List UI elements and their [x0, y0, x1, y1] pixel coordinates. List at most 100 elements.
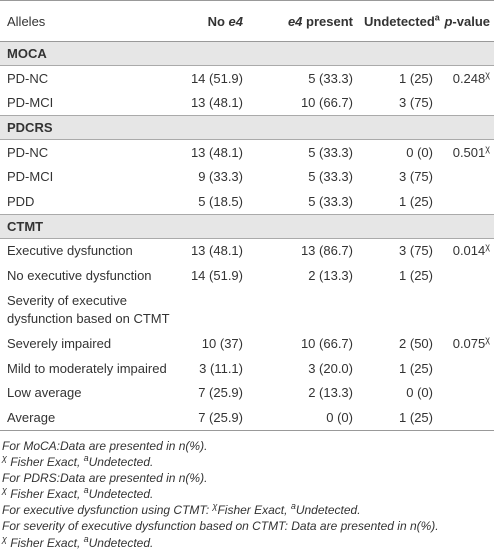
- value-cell: 0.248χ: [437, 66, 494, 91]
- value-cell: 13 (86.7): [300, 243, 353, 259]
- value-cell: [357, 288, 437, 332]
- section-title: CTMT: [0, 213, 494, 239]
- value-cell: 10 (66.7): [300, 336, 353, 352]
- header-cell: Alleles: [0, 0, 180, 42]
- data-row: Mild to moderately impaired 3 (11.1) 3 (20…: [0, 356, 494, 381]
- value-cell: 2 (13.3): [308, 385, 353, 401]
- data-table: Alleles No e4 e4 present Undetecteda p-value…: [0, 0, 494, 431]
- value-cell: 9 (33.3): [198, 169, 243, 185]
- value-cell: 0 (0): [406, 385, 433, 401]
- superscript: a: [83, 485, 89, 496]
- section-row: PDCRS: [0, 115, 494, 140]
- value-cell: [437, 381, 494, 406]
- value-cell: 1 (25): [399, 70, 433, 86]
- value-cell: 1 (25): [399, 267, 433, 283]
- value-cell: 0 (0): [406, 144, 433, 160]
- footnote: For executive dysfunction using CTMT: χF…: [2, 502, 494, 518]
- value-cell: 0.501χ: [437, 140, 494, 165]
- value-cell: 10 (66.7): [300, 95, 353, 111]
- footnote: For PDRS:Data are presented in n(%).: [2, 470, 494, 486]
- text-segment: present: [302, 13, 353, 29]
- text-segment: e4: [287, 13, 303, 29]
- footnote: For MoCA:Data are presented in n(%).: [2, 438, 494, 454]
- text-segment: Undetected: [364, 13, 435, 29]
- header-row: Alleles No e4 e4 present Undetecteda p-value: [0, 0, 494, 42]
- value-cell: 13 (48.1): [190, 144, 243, 160]
- header-cell: No e4: [180, 0, 247, 42]
- text-segment: Undetected.: [88, 487, 154, 502]
- value-cell: 0.075χ: [437, 332, 494, 357]
- row-label: PD-MCI: [7, 169, 54, 185]
- superscript: χ: [485, 334, 490, 345]
- value-cell: 7 (25.9): [180, 405, 247, 431]
- superscript: χ: [485, 69, 490, 80]
- text-segment: No: [207, 13, 229, 29]
- row-label: Executive dysfunction: [7, 243, 133, 259]
- header-cell: Undetecteda: [357, 0, 440, 42]
- footnote: For severity of executive dysfunction ba…: [2, 518, 494, 534]
- footnotes: For MoCA:Data are presented in n(%). χ Fi…: [0, 431, 494, 551]
- data-row: PDD 5 (18.5) 5 (33.3) 1 (25): [0, 189, 494, 214]
- value-cell: [180, 288, 247, 332]
- text-segment: -value: [452, 13, 490, 29]
- data-row: Low average 7 (25.9) 2 (13.3) 0 (0): [0, 381, 494, 406]
- value-cell: 13 (48.1): [190, 95, 243, 111]
- text-segment: 0.075: [452, 336, 486, 352]
- section-title: MOCA: [0, 41, 494, 66]
- header-cell: p-value: [437, 0, 494, 42]
- row-label: Severity of executive dysfunction based …: [7, 292, 170, 326]
- value-cell: [437, 356, 494, 381]
- value-cell: 2 (13.3): [308, 267, 353, 283]
- value-cell: 3 (20.0): [308, 360, 353, 376]
- text-segment: Undetected.: [295, 503, 361, 518]
- row-label: PD-MCI: [7, 95, 54, 111]
- value-cell: 0.014χ: [437, 238, 494, 263]
- row-label: PD-NC: [7, 70, 49, 86]
- data-row: PD-MCI 9 (33.3) 5 (33.3) 3 (75): [0, 165, 494, 190]
- value-cell: 10 (37): [201, 336, 243, 352]
- footnote: χ Fisher Exact, aUndetected.: [2, 486, 494, 502]
- superscript: χ: [485, 241, 490, 252]
- value-cell: 5 (33.3): [308, 193, 353, 209]
- section-row: CTMT: [0, 213, 494, 239]
- header-cell: e4 present: [247, 0, 357, 42]
- data-row: PD-MCI 13 (48.1) 10 (66.7) 3 (75): [0, 91, 494, 116]
- text-segment: Fisher Exact,: [6, 454, 84, 469]
- text-segment: 0.248: [452, 70, 486, 86]
- text-segment: For severity of executive dysfunction ba…: [2, 519, 439, 534]
- value-cell: 13 (48.1): [190, 243, 243, 259]
- superscript: a: [83, 452, 89, 463]
- text-segment: 0.014: [452, 243, 486, 259]
- value-cell: [437, 91, 494, 116]
- data-row: Average 7 (25.9) 0 (0) 1 (25): [0, 405, 494, 431]
- superscript: χ: [2, 533, 7, 544]
- value-cell: 1 (25): [399, 360, 433, 376]
- text-segment: For PDRS:Data are presented in n(%).: [2, 470, 208, 485]
- value-cell: 3 (75): [399, 169, 433, 185]
- value-cell: 3 (75): [399, 243, 433, 259]
- text-segment: For MoCA:Data are presented in n(%).: [2, 438, 208, 453]
- superscript: a: [83, 533, 89, 544]
- row-label: PDD: [7, 193, 35, 209]
- text-segment: p: [444, 13, 453, 29]
- value-cell: [437, 165, 494, 190]
- text-segment: Fisher Exact,: [6, 535, 84, 550]
- value-cell: [437, 263, 494, 288]
- superscript: χ: [2, 485, 7, 496]
- superscript: a: [290, 501, 296, 512]
- value-cell: 3 (11.1): [199, 360, 243, 376]
- value-cell: 1 (25): [357, 405, 437, 431]
- data-row: PD-NC 14 (51.9) 5 (33.3) 1 (25) 0.248χ: [0, 66, 494, 91]
- value-cell: 5 (33.3): [308, 70, 353, 86]
- value-cell: [437, 288, 494, 332]
- value-cell: 7 (25.9): [198, 385, 243, 401]
- value-cell: 1 (25): [399, 193, 433, 209]
- value-cell: [247, 288, 357, 332]
- value-cell: 14 (51.9): [190, 267, 243, 283]
- value-cell: 3 (75): [399, 95, 433, 111]
- superscript: χ: [2, 452, 7, 463]
- section-title: PDCRS: [0, 115, 494, 140]
- row-label: No executive dysfunction: [7, 267, 152, 283]
- section-row: MOCA: [0, 41, 494, 66]
